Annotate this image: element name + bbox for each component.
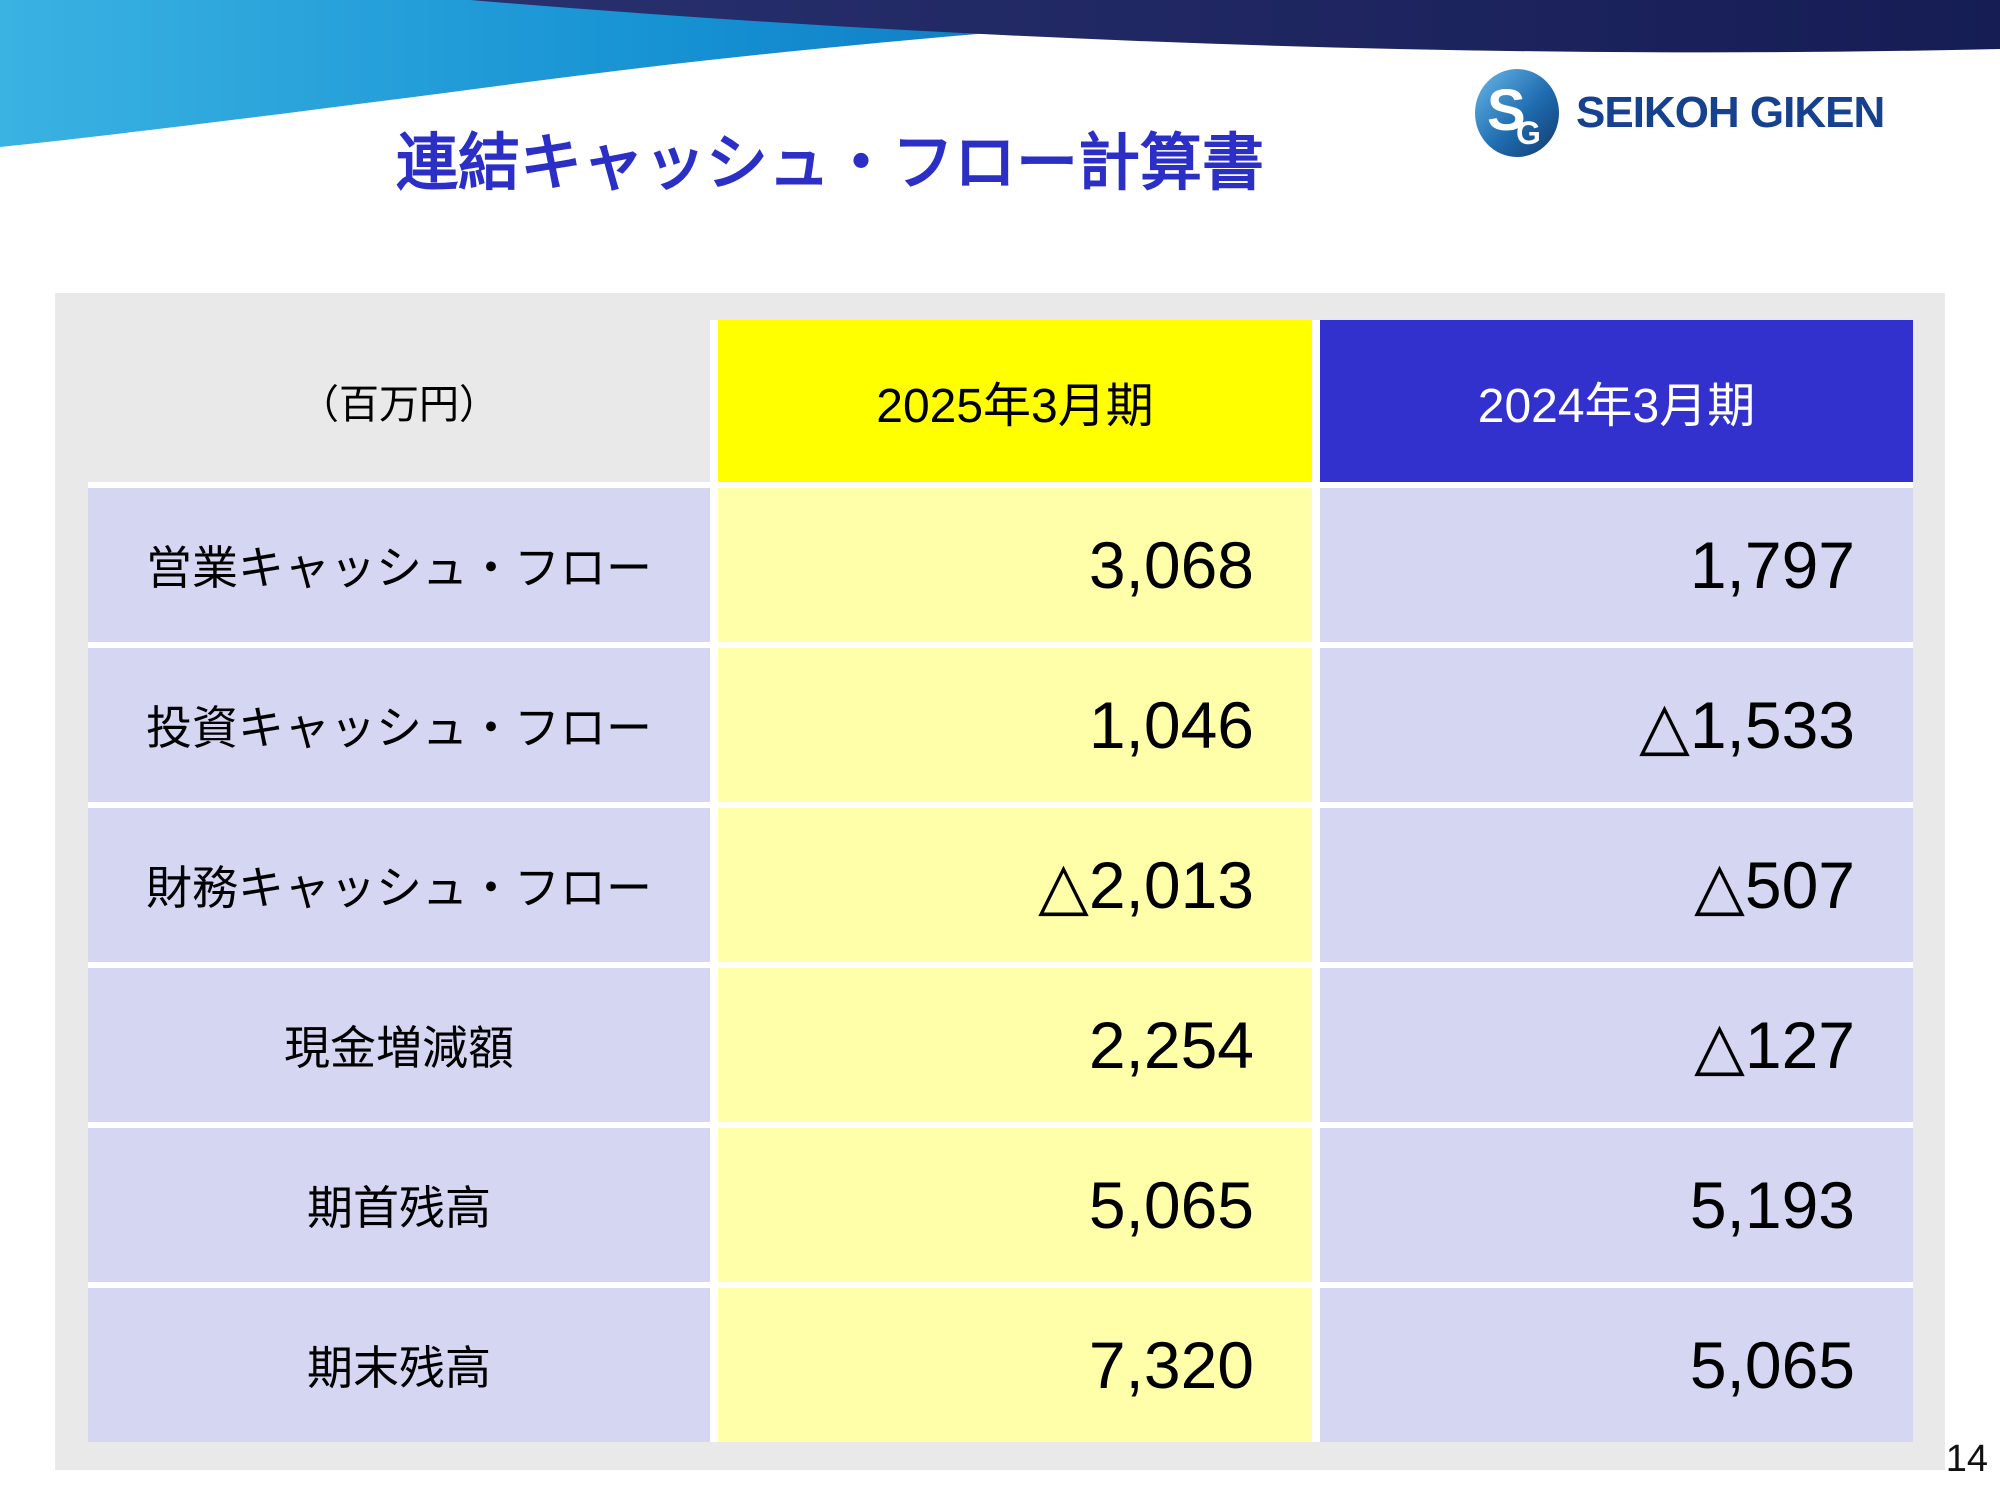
row-label-investing-cf: 投資キャッシュ・フロー	[88, 648, 710, 802]
page-title: 連結キャッシュ・フロー計算書	[395, 129, 1264, 198]
value-beginning-balance-fy2025: 5,065	[718, 1128, 1312, 1282]
sg-globe-icon: S G	[1475, 69, 1559, 157]
logo-letter-s: S	[1487, 78, 1526, 143]
page-number: 14	[1945, 1438, 1988, 1480]
row-label-financing-cf: 財務キャッシュ・フロー	[88, 808, 710, 962]
value-financing-cf-fy2024: △507	[1320, 808, 1913, 962]
unit-label: （百万円）	[88, 320, 710, 482]
banner-navy-wave	[470, 0, 2000, 53]
value-ending-balance-fy2025: 7,320	[718, 1288, 1312, 1442]
value-ending-balance-fy2024: 5,065	[1320, 1288, 1913, 1442]
value-net-change-fy2025: 2,254	[718, 968, 1312, 1122]
value-beginning-balance-fy2024: 5,193	[1320, 1128, 1913, 1282]
banner-wave-graphic	[0, 0, 2000, 147]
row-label-net-change-in-cash: 現金増減額	[88, 968, 710, 1122]
value-investing-cf-fy2024: △1,533	[1320, 648, 1913, 802]
cashflow-table: （百万円） 2025年3月期 2024年3月期 営業キャッシュ・フロー 3,06…	[88, 320, 1913, 1442]
logo-wordmark: SEIKOH GIKEN	[1576, 88, 1885, 137]
logo-letter-g: G	[1516, 115, 1541, 151]
value-investing-cf-fy2025: 1,046	[718, 648, 1312, 802]
row-label-beginning-balance: 期首残高	[88, 1128, 710, 1282]
value-operating-cf-fy2024: 1,797	[1320, 488, 1913, 642]
row-label-ending-balance: 期末残高	[88, 1288, 710, 1442]
value-financing-cf-fy2025: △2,013	[718, 808, 1312, 962]
column-header-fy2024: 2024年3月期	[1320, 320, 1913, 482]
cashflow-table-panel: （百万円） 2025年3月期 2024年3月期 営業キャッシュ・フロー 3,06…	[55, 293, 1945, 1470]
banner-cyan-wave	[0, 0, 1560, 147]
column-header-fy2025: 2025年3月期	[718, 320, 1312, 482]
company-logo: S G SEIKOH GIKEN	[1474, 68, 1885, 158]
value-operating-cf-fy2025: 3,068	[718, 488, 1312, 642]
row-label-operating-cf: 営業キャッシュ・フロー	[88, 488, 710, 642]
value-net-change-fy2024: △127	[1320, 968, 1913, 1122]
